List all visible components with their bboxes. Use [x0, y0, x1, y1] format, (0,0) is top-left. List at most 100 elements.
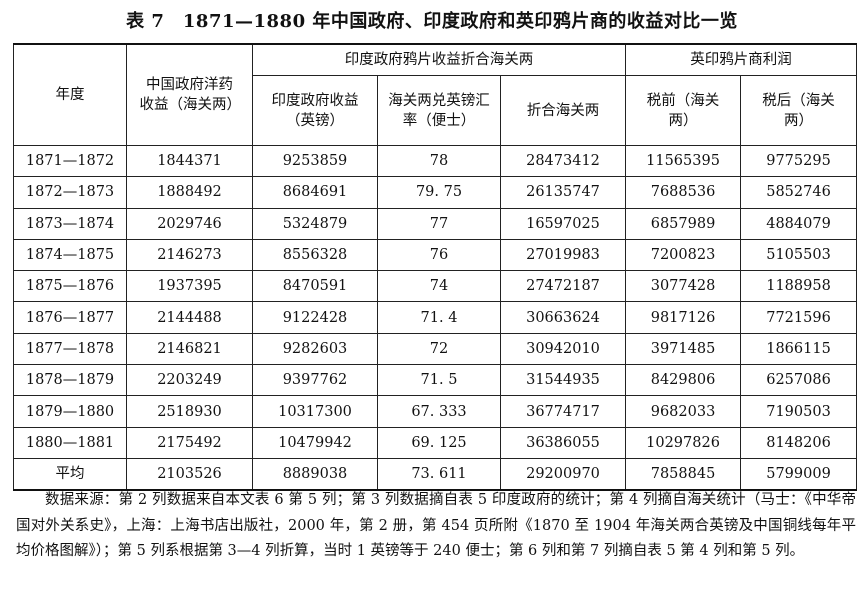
cell-india-gbp: 9397762: [252, 364, 378, 397]
cell-china: 2203249: [126, 364, 253, 397]
cell-china: 2146273: [126, 238, 253, 272]
cell-post-tax: 1188958: [740, 270, 858, 303]
cell-year: 1874—1875: [13, 238, 127, 272]
cell-post-tax: 5852746: [740, 176, 858, 209]
table-row: 平均 2103526 8889038 73. 611 29200970 7858845 57…: [13, 457, 858, 491]
cell-india-taels: 31544935: [499, 364, 627, 397]
cell-india-taels: 36386055: [499, 426, 627, 459]
header-india-pounds: 印度政府收益（英镑）: [252, 75, 378, 146]
cell-rate: 67. 333: [377, 395, 501, 428]
cell-rate: 73. 611: [377, 457, 501, 491]
cell-rate: 78: [377, 144, 501, 178]
cell-rate: 79. 75: [377, 176, 501, 209]
table-row: 1878—1879 2203249 9397762 71. 5 31544935 8429…: [13, 364, 858, 397]
header-post-tax: 税后（海关两）: [740, 75, 858, 146]
cell-pre-tax: 8429806: [625, 364, 742, 397]
header-year: 年度: [13, 43, 127, 146]
cell-china: 1888492: [126, 176, 253, 209]
cell-pre-tax: 7858845: [625, 457, 742, 491]
table-row: 1879—1880 2518930 10317300 67. 333 36774717 9…: [13, 395, 858, 428]
cell-china: 2146821: [126, 332, 253, 366]
cell-india-gbp: 8556328: [252, 238, 378, 272]
cell-pre-tax: 3971485: [625, 332, 742, 366]
cell-post-tax: 9775295: [740, 144, 858, 178]
table-row: 1874—1875 2146273 8556328 76 27019983 7200823…: [13, 238, 858, 272]
cell-india-taels: 36774717: [499, 395, 627, 428]
cell-year: 1879—1880: [13, 395, 127, 428]
header-india-group: 印度政府鸦片收益折合海关两: [251, 43, 627, 76]
cell-india-gbp: 8889038: [252, 457, 378, 491]
cell-year: 1876—1877: [13, 301, 127, 334]
cell-india-taels: 29200970: [499, 457, 627, 491]
cell-pre-tax: 11565395: [625, 144, 742, 178]
cell-post-tax: 5799009: [740, 457, 858, 491]
cell-china: 2518930: [126, 395, 253, 428]
cell-rate: 77: [377, 207, 501, 240]
cell-year: 1875—1876: [13, 270, 127, 303]
cell-post-tax: 7721596: [740, 301, 858, 334]
cell-year: 1871—1872: [13, 144, 127, 178]
cell-india-taels: 27019983: [499, 238, 627, 272]
cell-china: 2144488: [126, 301, 253, 334]
cell-post-tax: 1866115: [740, 332, 858, 366]
table-row: 1872—1873 1888492 8684691 79. 75 26135747 768…: [13, 176, 858, 209]
cell-pre-tax: 9682033: [625, 395, 742, 428]
header-china-revenue: 中国政府洋药收益（海关两）: [126, 43, 253, 146]
cell-post-tax: 6257086: [740, 364, 858, 397]
table-title: 表 7 1871—1880 年中国政府、印度政府和英印鸦片商的收益对比一览: [126, 11, 738, 32]
data-table: 年度 中国政府洋药收益（海关两） 印度政府鸦片收益折合海关两 英印鸦片商利润 印…: [13, 43, 858, 492]
cell-pre-tax: 10297826: [625, 426, 742, 459]
table-row: 1873—1874 2029746 5324879 77 16597025 6857989…: [13, 207, 858, 240]
cell-india-gbp: 8470591: [252, 270, 378, 303]
table-row: 1877—1878 2146821 9282603 72 30942010 3971485…: [13, 332, 858, 366]
cell-china: 2175492: [126, 426, 253, 459]
header-india-taels: 折合海关两: [499, 75, 627, 146]
cell-year: 1873—1874: [13, 207, 127, 240]
table-row: 1875—1876 1937395 8470591 74 27472187 3077428…: [13, 270, 858, 303]
cell-year: 平均: [13, 457, 127, 491]
cell-india-gbp: 9282603: [252, 332, 378, 366]
cell-india-taels: 30663624: [499, 301, 627, 334]
cell-post-tax: 8148206: [740, 426, 858, 459]
cell-year: 1877—1878: [13, 332, 127, 366]
cell-pre-tax: 7688536: [625, 176, 742, 209]
cell-india-gbp: 10317300: [252, 395, 378, 428]
cell-india-gbp: 8684691: [252, 176, 378, 209]
cell-china: 2029746: [126, 207, 253, 240]
cell-india-taels: 16597025: [499, 207, 627, 240]
cell-year: 1880—1881: [13, 426, 127, 459]
table-row: 1880—1881 2175492 10479942 69. 125 36386055 1…: [13, 426, 858, 459]
cell-china: 1844371: [126, 144, 253, 178]
cell-pre-tax: 6857989: [625, 207, 742, 240]
cell-china: 1937395: [126, 270, 253, 303]
cell-post-tax: 4884079: [740, 207, 858, 240]
cell-pre-tax: 7200823: [625, 238, 742, 272]
cell-year: 1878—1879: [13, 364, 127, 397]
cell-china: 2103526: [126, 457, 253, 491]
table-row: 1876—1877 2144488 9122428 71. 4 30663624 9817…: [13, 301, 858, 334]
cell-rate: 74: [377, 270, 501, 303]
cell-rate: 72: [377, 332, 501, 366]
header-exchange-rate: 海关两兑英镑汇率（便士）: [377, 75, 501, 146]
source-note: 数据来源：第 2 列数据来自本文表 6 第 5 列；第 3 列数据摘自表 5 印…: [16, 492, 856, 559]
cell-india-taels: 30942010: [499, 332, 627, 366]
cell-rate: 71. 5: [377, 364, 501, 397]
cell-india-gbp: 9122428: [252, 301, 378, 334]
cell-india-taels: 26135747: [499, 176, 627, 209]
cell-pre-tax: 3077428: [625, 270, 742, 303]
cell-post-tax: 7190503: [740, 395, 858, 428]
cell-india-gbp: 5324879: [252, 207, 378, 240]
cell-india-taels: 27472187: [499, 270, 627, 303]
table-row: 1871—1872 1844371 9253859 78 28473412 1156539…: [13, 144, 858, 178]
table-body: 1871—1872 1844371 9253859 78 28473412 1156539…: [13, 144, 858, 491]
cell-rate: 76: [377, 238, 501, 272]
cell-post-tax: 5105503: [740, 238, 858, 272]
cell-year: 1872—1873: [13, 176, 127, 209]
cell-pre-tax: 9817126: [625, 301, 742, 334]
cell-india-gbp: 10479942: [252, 426, 378, 459]
cell-india-gbp: 9253859: [252, 144, 378, 178]
header-merchant-group: 英印鸦片商利润: [625, 43, 858, 76]
cell-india-taels: 28473412: [499, 144, 627, 178]
header-pre-tax: 税前（海关两）: [625, 75, 742, 146]
